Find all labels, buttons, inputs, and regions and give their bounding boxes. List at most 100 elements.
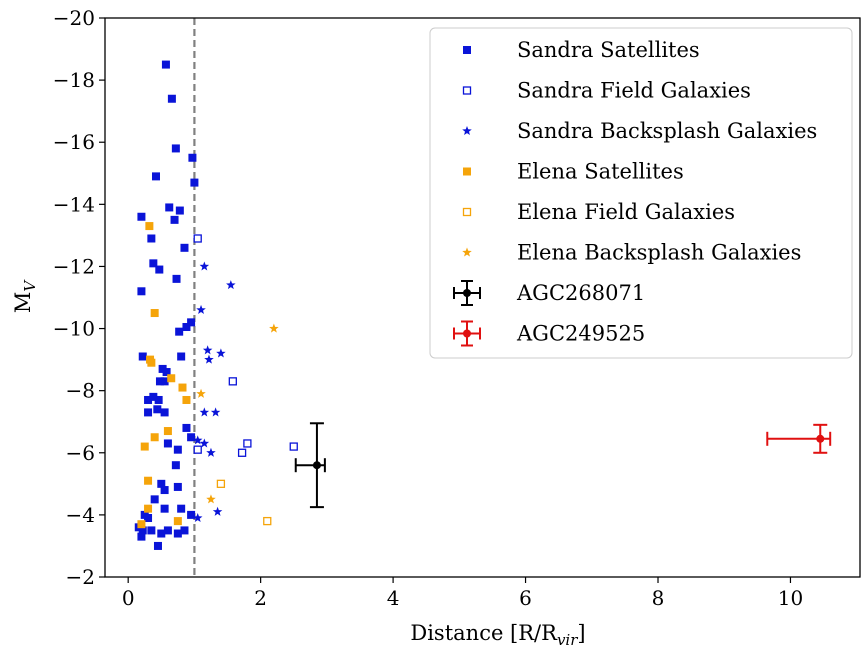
errorbar-point [816,434,825,443]
x-tick-label: 8 [652,586,665,610]
data-point [206,447,216,457]
x-tick-label: 2 [254,586,267,610]
legend-marker [462,126,472,136]
legend: Sandra Satellites Sandra Field Galaxies Sa… [429,27,853,359]
series-7 [766,423,832,454]
legend-label: Elena Backsplash Galaxies [517,241,801,265]
legend-marker [462,86,472,95]
data-point [188,153,197,162]
y-tick-label: −8 [66,379,95,403]
data-point [175,327,184,336]
legend-box [429,27,853,359]
data-point [173,529,182,538]
legend-entry: Elena Satellites [463,160,684,184]
data-point [157,479,166,488]
data-point [161,60,170,69]
legend-marker [462,247,472,257]
data-point [157,529,166,538]
series-1 [193,234,298,457]
data-point [150,495,159,504]
data-point [150,433,159,442]
y-tick-label: −2 [66,565,95,589]
data-point [160,377,169,386]
data-point [228,377,237,386]
data-point [147,526,156,535]
data-point [160,486,169,495]
data-point [155,377,164,386]
data-point [163,427,172,436]
legend-entry: Sandra Field Galaxies [462,79,751,103]
errorbar-point [463,289,471,297]
data-point [170,215,179,224]
series-5 [196,323,279,504]
data-point [154,395,163,404]
data-point [199,438,210,448]
data-point [243,439,252,448]
data-point [171,144,180,153]
data-point [187,433,196,442]
x-axis-label: Distance [R/Rvir] [410,621,585,648]
y-tick-label: −12 [53,254,95,278]
data-point [145,222,154,231]
data-point [165,203,174,212]
data-point [182,395,191,404]
legend-label: Sandra Satellites [517,38,700,62]
data-point [192,435,203,445]
data-point [137,520,146,529]
data-point [193,445,202,454]
data-point [173,445,182,454]
y-tick-label: −10 [53,317,95,341]
series-0 [134,60,199,550]
errorbar-point [312,461,321,470]
data-point [144,408,153,417]
data-point [167,374,176,383]
data-point [173,482,182,491]
data-point [766,423,832,454]
y-tick-label: −6 [66,441,95,465]
plot-layer [134,18,832,577]
data-point [212,506,223,516]
data-point [151,172,160,181]
data-point [150,309,159,318]
data-point [137,532,146,541]
legend-label: Sandra Field Galaxies [517,79,751,103]
data-point [204,354,214,364]
legend-entry: AGC249525 [453,320,645,347]
data-point [149,392,158,401]
data-point [137,287,146,296]
data-point [144,395,153,404]
data-point [187,510,196,519]
data-point [226,280,236,290]
legend-marker [453,280,481,306]
data-point [190,178,199,187]
data-point [196,388,206,398]
data-point [153,405,162,414]
axes-layer: 0 2 4 6 8 10 −20 −18 −16 −14 −12 −10 −8 −6 −4 −2 [53,6,861,610]
data-point [210,407,221,417]
data-point [138,352,147,361]
x-tick-label: 6 [519,586,532,610]
y-tick-label: −20 [53,6,95,30]
series-4 [216,479,272,526]
errorbar-point [463,329,471,338]
data-point [269,323,279,333]
x-tick-label: 4 [387,586,400,610]
data-point [182,323,191,332]
data-point [294,422,326,509]
y-tick-label: −14 [53,192,95,216]
data-point [173,517,182,526]
series-3 [137,222,191,529]
legend-label: Sandra Backsplash Galaxies [517,119,817,143]
data-point [149,259,158,268]
legend-entry: Sandra Backsplash Galaxies [462,119,817,143]
data-point [160,408,169,417]
data-point [155,265,164,274]
data-point [263,516,272,526]
data-point [147,234,156,243]
y-tick-label: −4 [66,503,95,527]
legend-entry: AGC268071 [453,280,645,306]
legend-label: AGC249525 [516,322,645,346]
data-point [144,504,153,513]
data-point [137,212,146,221]
